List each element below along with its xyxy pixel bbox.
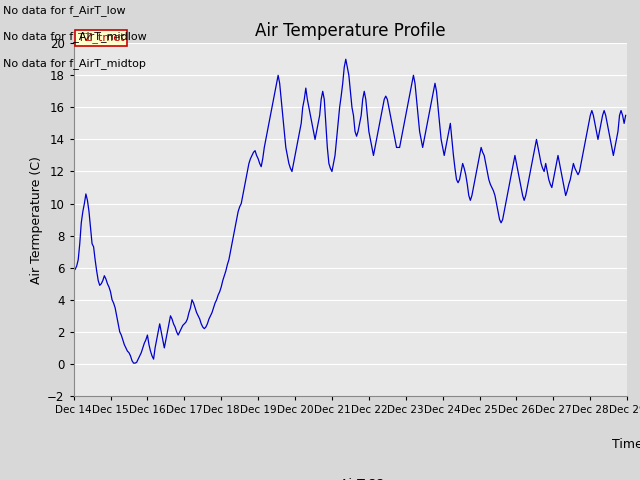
Y-axis label: Air Termperature (C): Air Termperature (C) xyxy=(30,156,43,284)
Text: TZ_tmet: TZ_tmet xyxy=(78,32,124,43)
Title: Air Temperature Profile: Air Temperature Profile xyxy=(255,22,445,40)
X-axis label: Time: Time xyxy=(612,438,640,451)
Text: No data for f_AirT_low: No data for f_AirT_low xyxy=(3,5,126,16)
Legend: AirT 22m: AirT 22m xyxy=(300,473,401,480)
Text: No data for f_AirT_midlow: No data for f_AirT_midlow xyxy=(3,31,147,42)
Text: No data for f_AirT_midtop: No data for f_AirT_midtop xyxy=(3,58,146,69)
